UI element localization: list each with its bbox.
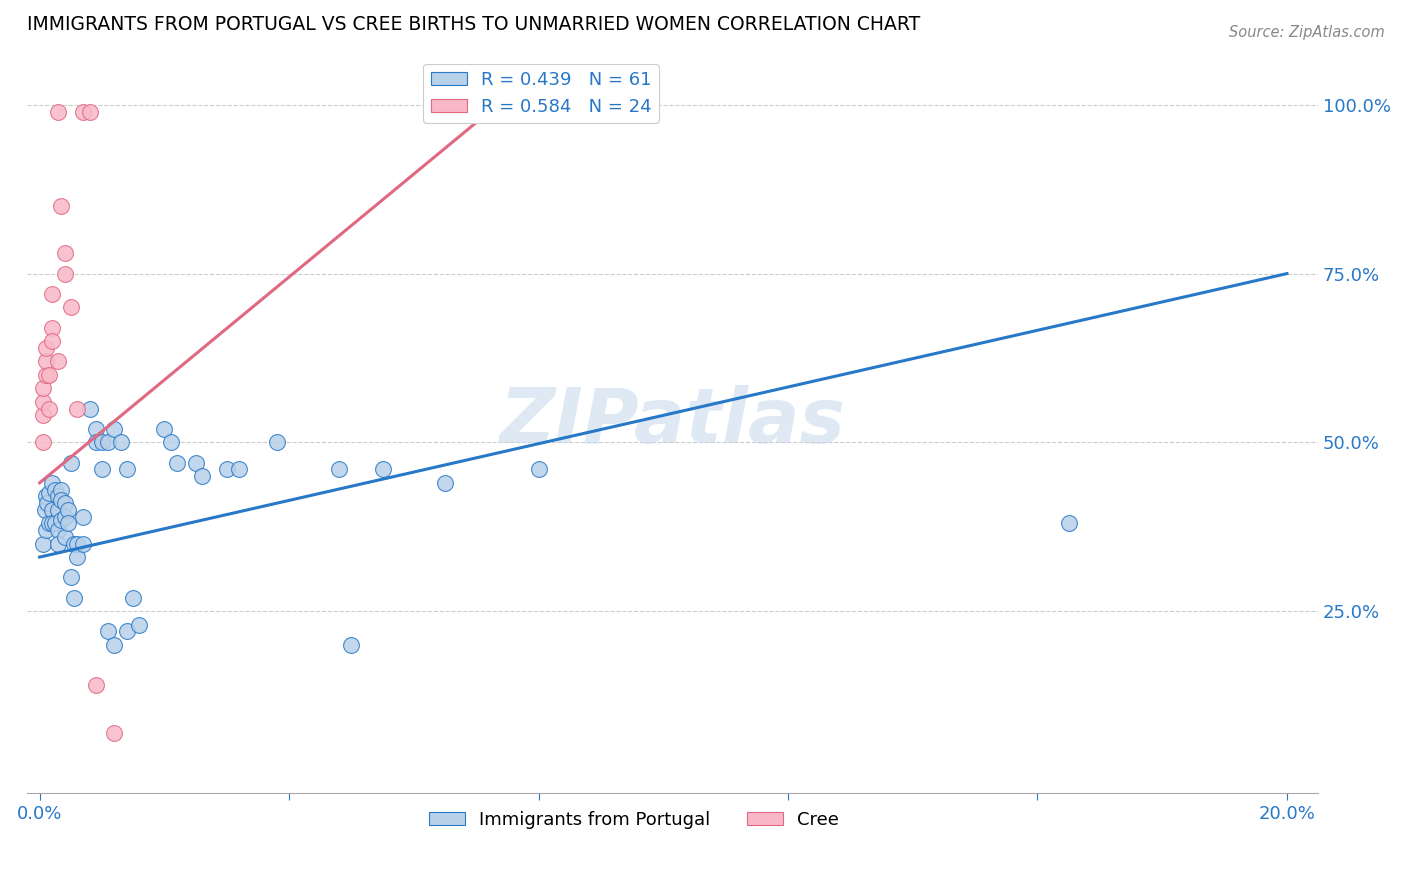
Point	[91, 435, 114, 450]
Point	[527, 462, 550, 476]
Point	[51, 199, 73, 213]
Point	[38, 486, 60, 500]
Point	[41, 334, 63, 348]
Point	[97, 624, 120, 639]
Point	[46, 523, 69, 537]
Point	[56, 516, 79, 531]
Point	[122, 591, 145, 605]
Point	[34, 503, 56, 517]
Point	[66, 550, 89, 565]
Point	[103, 725, 125, 739]
Point	[51, 492, 73, 507]
Point	[166, 456, 188, 470]
Point	[191, 469, 214, 483]
Point	[66, 401, 89, 416]
Point	[79, 104, 101, 119]
Point	[35, 341, 58, 355]
Point	[59, 570, 82, 584]
Point	[72, 536, 94, 550]
Point	[63, 536, 86, 550]
Point	[434, 475, 457, 490]
Point	[51, 513, 73, 527]
Point	[115, 462, 138, 476]
Point	[340, 638, 363, 652]
Point	[84, 678, 107, 692]
Point	[31, 409, 53, 423]
Point	[46, 489, 69, 503]
Point	[59, 301, 82, 315]
Point	[31, 435, 53, 450]
Point	[35, 489, 58, 503]
Point	[266, 435, 288, 450]
Point	[53, 496, 76, 510]
Point	[53, 509, 76, 524]
Point	[37, 496, 59, 510]
Point	[115, 624, 138, 639]
Point	[38, 516, 60, 531]
Point	[44, 516, 66, 531]
Point	[371, 462, 394, 476]
Point	[66, 536, 89, 550]
Legend: Immigrants from Portugal, Cree: Immigrants from Portugal, Cree	[422, 804, 846, 837]
Point	[84, 422, 107, 436]
Point	[153, 422, 176, 436]
Text: Source: ZipAtlas.com: Source: ZipAtlas.com	[1229, 25, 1385, 40]
Point	[97, 435, 120, 450]
Point	[46, 503, 69, 517]
Point	[41, 320, 63, 334]
Point	[38, 401, 60, 416]
Point	[41, 516, 63, 531]
Point	[72, 509, 94, 524]
Point	[110, 435, 132, 450]
Point	[215, 462, 238, 476]
Point	[31, 381, 53, 395]
Point	[91, 462, 114, 476]
Point	[63, 591, 86, 605]
Point	[59, 456, 82, 470]
Point	[53, 267, 76, 281]
Point	[228, 462, 250, 476]
Point	[159, 435, 181, 450]
Point	[46, 354, 69, 368]
Point	[44, 483, 66, 497]
Point	[31, 536, 53, 550]
Point	[41, 475, 63, 490]
Point	[53, 246, 76, 260]
Point	[46, 104, 69, 119]
Point	[35, 368, 58, 382]
Point	[41, 286, 63, 301]
Point	[103, 638, 125, 652]
Point	[46, 536, 69, 550]
Point	[35, 354, 58, 368]
Point	[35, 523, 58, 537]
Point	[184, 456, 207, 470]
Point	[56, 503, 79, 517]
Point	[79, 401, 101, 416]
Point	[453, 104, 475, 119]
Point	[103, 422, 125, 436]
Point	[41, 503, 63, 517]
Point	[328, 462, 350, 476]
Point	[72, 104, 94, 119]
Point	[31, 394, 53, 409]
Point	[128, 617, 150, 632]
Text: ZIPatlas: ZIPatlas	[499, 385, 845, 459]
Text: IMMIGRANTS FROM PORTUGAL VS CREE BIRTHS TO UNMARRIED WOMEN CORRELATION CHART: IMMIGRANTS FROM PORTUGAL VS CREE BIRTHS …	[27, 15, 921, 34]
Point	[51, 483, 73, 497]
Point	[38, 368, 60, 382]
Point	[84, 435, 107, 450]
Point	[453, 104, 475, 119]
Point	[53, 530, 76, 544]
Point	[1057, 516, 1080, 531]
